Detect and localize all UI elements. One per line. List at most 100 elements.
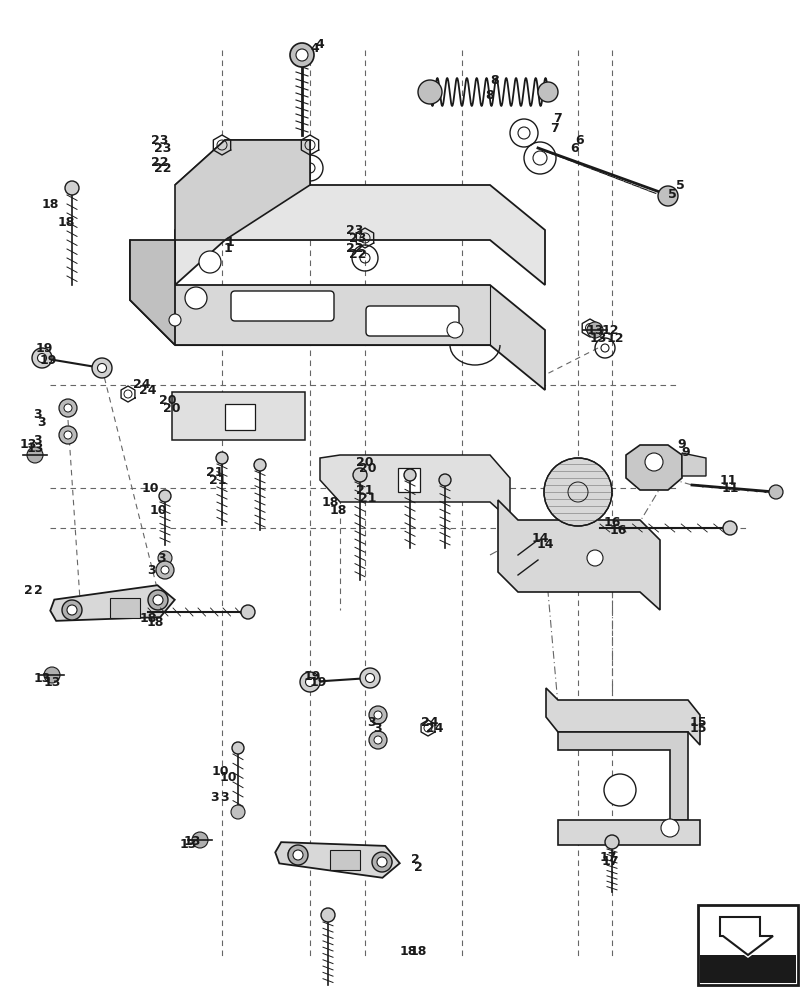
Circle shape <box>299 672 320 692</box>
Circle shape <box>722 521 736 535</box>
Text: 13: 13 <box>589 332 606 344</box>
Text: 20: 20 <box>163 401 181 414</box>
Text: 3: 3 <box>148 564 157 576</box>
Polygon shape <box>109 598 139 618</box>
Circle shape <box>288 847 302 861</box>
Circle shape <box>293 850 303 860</box>
Text: 13: 13 <box>586 324 603 336</box>
Circle shape <box>768 485 782 499</box>
Text: 19: 19 <box>309 676 326 688</box>
Text: 22: 22 <box>154 162 172 175</box>
Circle shape <box>32 348 52 368</box>
Text: 14: 14 <box>530 532 548 544</box>
Circle shape <box>44 667 60 683</box>
Text: 13: 13 <box>19 438 36 452</box>
Circle shape <box>59 399 77 417</box>
Polygon shape <box>172 392 305 440</box>
Circle shape <box>158 551 172 565</box>
Text: 10: 10 <box>219 771 237 784</box>
Text: 18: 18 <box>41 198 58 212</box>
Text: 3: 3 <box>373 722 382 734</box>
Text: 9: 9 <box>681 446 689 458</box>
Text: 11: 11 <box>720 482 738 494</box>
Text: 3: 3 <box>367 716 375 728</box>
Text: 3: 3 <box>33 434 42 446</box>
Text: 4: 4 <box>311 42 319 55</box>
Text: 19: 19 <box>39 354 57 366</box>
Text: 18: 18 <box>58 216 75 229</box>
Circle shape <box>241 605 255 619</box>
Text: 13: 13 <box>26 442 44 454</box>
Circle shape <box>159 490 171 502</box>
Circle shape <box>404 469 415 481</box>
Circle shape <box>604 835 618 849</box>
Text: 13: 13 <box>179 838 196 851</box>
Text: 23: 23 <box>345 224 363 236</box>
Text: 14: 14 <box>535 538 553 552</box>
Polygon shape <box>397 468 419 492</box>
Circle shape <box>156 561 174 579</box>
Circle shape <box>63 602 77 616</box>
Text: 22: 22 <box>151 156 169 169</box>
Text: 17: 17 <box>599 851 616 864</box>
Circle shape <box>657 186 677 206</box>
Polygon shape <box>175 140 310 240</box>
Polygon shape <box>717 918 774 958</box>
Text: 16: 16 <box>608 524 626 536</box>
Text: 6: 6 <box>575 134 584 147</box>
Text: 23: 23 <box>349 232 367 244</box>
Circle shape <box>169 314 181 326</box>
Text: 12: 12 <box>606 332 623 344</box>
Circle shape <box>148 590 168 610</box>
Text: 5: 5 <box>667 188 676 202</box>
Text: 3: 3 <box>210 791 219 804</box>
Circle shape <box>152 595 163 605</box>
FancyBboxPatch shape <box>230 291 333 321</box>
Polygon shape <box>175 185 544 285</box>
Text: 13: 13 <box>33 672 50 684</box>
Text: 16: 16 <box>603 516 620 528</box>
Text: 3: 3 <box>37 416 46 428</box>
Text: 18: 18 <box>321 495 338 508</box>
Circle shape <box>538 82 557 102</box>
Text: 21: 21 <box>358 491 376 504</box>
Text: 13: 13 <box>43 676 61 688</box>
Circle shape <box>305 678 314 686</box>
Circle shape <box>371 852 392 872</box>
Circle shape <box>296 49 307 61</box>
Circle shape <box>376 857 387 867</box>
Text: 12: 12 <box>600 324 618 336</box>
Circle shape <box>62 600 82 620</box>
Circle shape <box>586 550 603 566</box>
Text: 19: 19 <box>35 342 53 355</box>
Text: 2: 2 <box>33 584 42 596</box>
Polygon shape <box>130 240 544 390</box>
Text: 23: 23 <box>154 142 171 155</box>
Circle shape <box>191 832 208 848</box>
Circle shape <box>152 594 166 608</box>
Text: 1: 1 <box>223 241 232 254</box>
Polygon shape <box>497 500 659 610</box>
Polygon shape <box>545 688 699 745</box>
Text: 15: 15 <box>689 722 706 734</box>
Circle shape <box>644 453 663 471</box>
Text: 19: 19 <box>303 670 320 682</box>
Text: 20: 20 <box>358 462 376 475</box>
Circle shape <box>185 287 207 309</box>
Text: 2: 2 <box>24 584 32 596</box>
Text: 22: 22 <box>349 248 367 261</box>
Text: 15: 15 <box>689 716 706 728</box>
Text: 5: 5 <box>675 179 684 192</box>
Circle shape <box>586 322 603 338</box>
Polygon shape <box>557 820 699 845</box>
Text: 3: 3 <box>33 408 42 422</box>
Circle shape <box>199 251 221 273</box>
Polygon shape <box>130 240 175 345</box>
Circle shape <box>288 845 307 865</box>
Circle shape <box>359 668 380 688</box>
Text: 24: 24 <box>426 722 443 734</box>
Text: 18: 18 <box>399 945 416 958</box>
Bar <box>699 955 795 983</box>
Text: 22: 22 <box>345 241 363 254</box>
Text: 21: 21 <box>209 474 226 487</box>
